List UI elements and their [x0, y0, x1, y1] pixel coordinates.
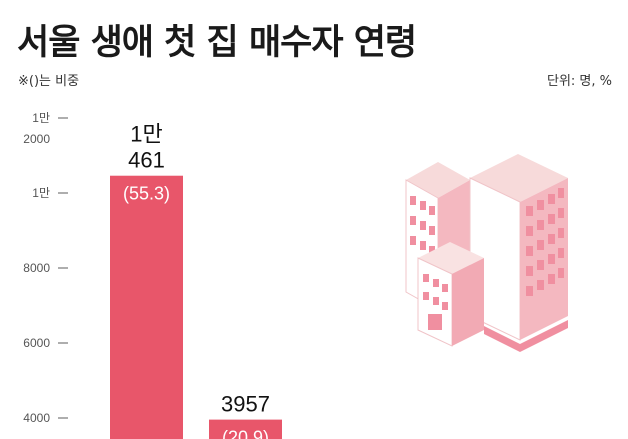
share-note: ※()는 비중 — [18, 74, 80, 89]
unit-label: 단위: 명, % — [546, 74, 612, 89]
bar-value-label: 461 — [128, 148, 165, 173]
y-tick-label: 2000 — [23, 132, 50, 146]
y-tick-label: 8000 — [23, 261, 50, 275]
bar-value-label: 1만 — [130, 122, 162, 147]
bar-share-label: (20.9) — [222, 428, 269, 439]
bar-share-label: (55.3) — [123, 184, 170, 204]
y-axis: 1만 2000 1만 8000 6000 4000 — [23, 111, 68, 425]
bar — [110, 175, 183, 439]
y-tick-label: 1만 — [32, 111, 50, 125]
bars-group — [110, 175, 282, 439]
bar — [209, 419, 282, 439]
y-tick-label: 1만 — [32, 186, 50, 200]
y-tick-label: 4000 — [23, 411, 50, 425]
bar-value-label: 3957 — [221, 392, 270, 417]
page-title: 서울 생애 첫 집 매수자 연령 — [17, 23, 417, 63]
y-tick-label: 6000 — [23, 336, 50, 350]
buildings-illustration-icon — [405, 154, 568, 352]
